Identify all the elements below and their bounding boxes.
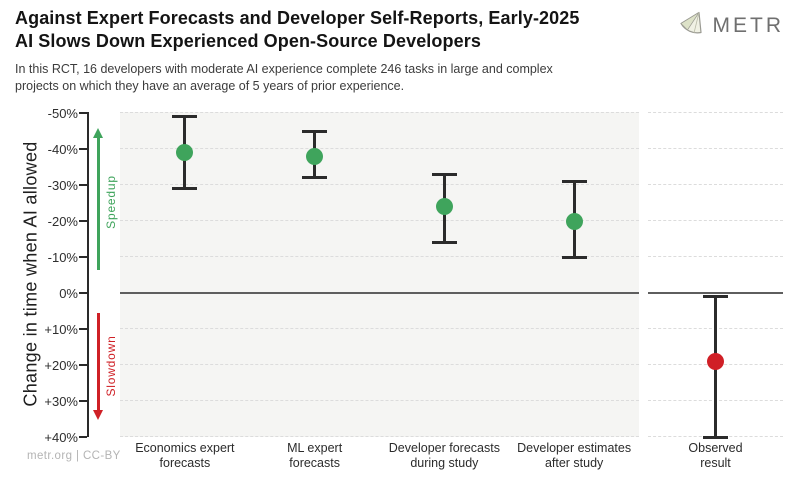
gridline [120, 400, 639, 401]
slowdown-annotation: Slowdown [104, 335, 118, 397]
data-point [306, 147, 324, 165]
gridline [648, 148, 783, 149]
y-tick-mark [79, 220, 87, 222]
data-point [565, 212, 583, 230]
y-tick-mark [79, 148, 87, 150]
page-title: Against Expert Forecasts and Developer S… [15, 8, 580, 52]
y-tick-mark [79, 112, 87, 114]
data-point [435, 198, 453, 216]
y-axis-title: Change in time when AI allowed [20, 141, 41, 407]
credit-text: metr.org | CC-BY [27, 450, 121, 462]
gridline [648, 112, 783, 113]
y-tick-label: +30% [44, 393, 78, 409]
y-tick-mark [79, 292, 87, 294]
y-tick-label: 0% [59, 285, 78, 301]
y-tick-mark [79, 328, 87, 330]
x-axis-label: Developer forecasts during study [388, 441, 500, 471]
error-bar-cap-bottom [172, 187, 198, 191]
error-bar-cap-top [703, 295, 728, 299]
x-axis-label: Economics expert forecasts [135, 441, 235, 471]
y-tick-mark [79, 436, 87, 438]
y-tick-mark [79, 364, 87, 366]
error-bar-cap-bottom [703, 435, 728, 439]
error-bar-cap-top [172, 115, 198, 119]
y-tick-label: -50% [47, 105, 78, 121]
speedup-annotation: Speedup [104, 175, 118, 229]
y-tick-mark [79, 184, 87, 186]
slowdown-arrow-icon [92, 313, 104, 420]
y-tick-mark [79, 256, 87, 258]
y-tick-label: +10% [44, 321, 78, 337]
x-axis-label: ML expert forecasts [287, 441, 343, 471]
data-point [707, 352, 724, 370]
gridline [120, 184, 639, 185]
error-bar-cap-top [561, 179, 587, 183]
x-axis-label: Observed result [688, 441, 743, 471]
gridline [120, 148, 639, 149]
y-tick-label: -40% [47, 141, 78, 157]
gridline [120, 112, 639, 113]
main-plot-panel [120, 112, 639, 437]
gridline [648, 220, 783, 221]
zero-line [648, 292, 783, 294]
error-bar-cap-bottom [561, 255, 587, 259]
x-axis-label: Developer estimates after study [517, 441, 632, 471]
gridline [120, 364, 639, 365]
y-tick-label: -10% [47, 249, 78, 265]
y-tick-label: -30% [47, 177, 78, 193]
metr-gem-icon [678, 11, 705, 40]
y-tick-label: +20% [44, 357, 78, 373]
gridline [120, 256, 639, 257]
metr-logo: METR [678, 11, 785, 40]
error-bar-cap-bottom [302, 176, 328, 180]
data-point [176, 144, 194, 162]
chart-subtitle: In this RCT, 16 developers with moderate… [15, 62, 553, 93]
speedup-arrow-icon [92, 128, 104, 270]
error-bar-cap-top [431, 172, 457, 176]
gridline [648, 256, 783, 257]
y-tick-label: -20% [47, 213, 78, 229]
y-tick-mark [79, 400, 87, 402]
gridline [648, 184, 783, 185]
gridline [120, 328, 639, 329]
zero-line [120, 292, 639, 294]
metr-logo-text: METR [712, 13, 784, 37]
error-bar-cap-bottom [431, 241, 457, 245]
y-tick-label: +40% [44, 429, 78, 445]
y-axis-spine [87, 112, 89, 437]
gridline [120, 220, 639, 221]
gridline [120, 436, 639, 437]
error-bar-cap-top [302, 129, 328, 133]
